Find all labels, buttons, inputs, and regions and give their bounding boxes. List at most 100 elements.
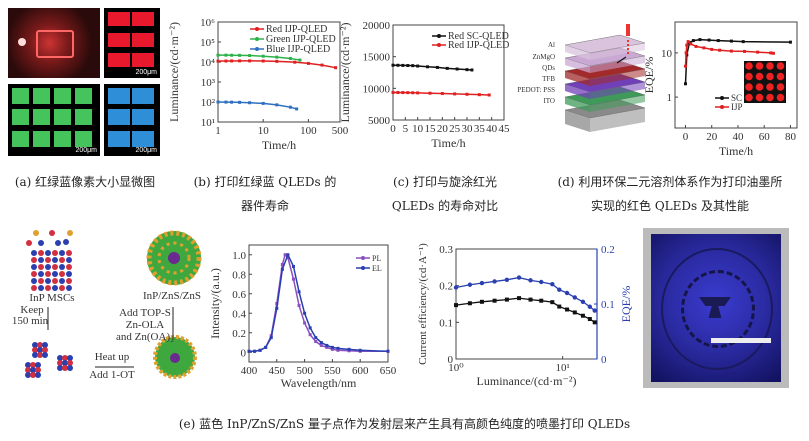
caption-a: (a) 红绿蓝像素大小显微图 xyxy=(14,175,156,189)
red-pixel xyxy=(755,72,764,81)
pixel xyxy=(54,109,71,126)
data-point xyxy=(314,340,318,344)
pixel xyxy=(12,88,29,104)
data-point xyxy=(275,306,279,310)
data-point xyxy=(771,51,775,55)
legend-marker xyxy=(255,47,259,51)
device-photo xyxy=(8,8,100,78)
data-point xyxy=(453,285,459,290)
data-point xyxy=(308,326,312,330)
x-axis-label: Time/h xyxy=(719,144,753,158)
x-tick-label: 0 xyxy=(683,131,689,143)
data-point xyxy=(358,348,362,352)
red-pixel xyxy=(745,72,753,81)
data-point xyxy=(698,38,702,42)
data-point xyxy=(275,59,279,63)
pixel xyxy=(54,130,71,147)
device-structure-diagram: ITO PEDOT: PSS TFB QDs ZnMgO Al xyxy=(517,24,646,132)
efficiency-chart: 10⁰ 10¹ 0 0.1 0.2 0.3 Luminance/(cd·m⁻²) Curren… xyxy=(417,243,633,388)
y-tick-label: 0.8 xyxy=(232,269,246,281)
red-pixel xyxy=(776,72,785,81)
y-tick-label: 5000 xyxy=(368,115,391,127)
data-point xyxy=(572,295,577,300)
data-point xyxy=(564,290,570,296)
data-point xyxy=(580,299,586,304)
pixel xyxy=(33,88,50,104)
legend-label: IJP xyxy=(731,102,743,112)
x-tick-label: 10 xyxy=(258,125,270,137)
y-tick-label: 0.2 xyxy=(232,328,246,340)
data-point xyxy=(587,304,593,309)
data-point xyxy=(275,55,279,59)
layer-label: ITO xyxy=(543,97,555,105)
data-point xyxy=(550,300,555,305)
pixel xyxy=(132,12,154,26)
y-axis-label: Luminance/(cd·m⁻²) xyxy=(167,22,181,122)
data-point xyxy=(685,53,689,57)
data-point xyxy=(565,307,570,312)
data-point xyxy=(286,253,290,257)
synthesis-label: 150 min xyxy=(12,315,49,327)
caption-b-line1: (b) 打印红绿蓝 QLEDs 的 xyxy=(193,175,337,189)
legend-label: Blue IJP-QLED xyxy=(266,44,330,55)
synthesis-label: Keep xyxy=(20,304,44,316)
pixel xyxy=(132,88,154,104)
data-point xyxy=(504,297,509,302)
synthesis-label: and Zn(OA)₂ xyxy=(116,331,174,343)
legend-marker xyxy=(720,96,724,100)
data-point xyxy=(550,282,555,287)
data-point xyxy=(580,313,585,318)
legend-label: Red IJP-QLED xyxy=(266,24,327,35)
data-point xyxy=(479,280,485,286)
series-line-sc xyxy=(684,38,791,84)
y-axis-label: EQE/% xyxy=(642,57,656,94)
data-point xyxy=(224,100,228,104)
data-point xyxy=(788,40,792,44)
x-tick-label: 0 xyxy=(390,123,396,135)
data-point xyxy=(216,100,220,104)
caption-e: (e) 蓝色 InP/ZnS/ZnS 量子点作为发射层来产生具有高颜色纯度的喷墨… xyxy=(178,417,631,431)
data-point xyxy=(492,279,497,284)
plot-frame xyxy=(217,21,341,123)
data-point xyxy=(729,49,733,53)
legend-label: PL xyxy=(372,254,381,263)
data-point xyxy=(308,333,312,337)
y-tick-label: 0.2 xyxy=(439,281,453,293)
data-point xyxy=(411,64,415,68)
data-point xyxy=(336,346,340,350)
x-tick-label: 80 xyxy=(785,131,797,143)
data-point xyxy=(467,282,473,287)
y-tick-label: 10⁴ xyxy=(200,57,215,69)
data-point xyxy=(557,304,562,309)
data-point xyxy=(261,59,265,63)
data-point xyxy=(710,47,714,51)
y-tick-label: 15000 xyxy=(363,52,391,64)
data-point xyxy=(440,92,444,96)
data-point xyxy=(685,43,689,47)
data-point xyxy=(230,100,234,104)
pixel xyxy=(108,53,130,68)
data-point xyxy=(401,91,405,95)
legend-marker xyxy=(437,43,441,47)
y-tick-label: 10³ xyxy=(201,77,216,89)
x-tick-label: 25 xyxy=(449,123,461,135)
y-tick-label: 0.3 xyxy=(439,244,453,256)
y-tick-label: 10000 xyxy=(363,83,391,95)
lifetime-rgb-chart: 1 10 100 500 10¹ 10² 10³ 10⁴ 10⁵ 10⁶ Time/h Luminan… xyxy=(167,17,349,152)
x-tick-label: 400 xyxy=(241,365,258,377)
data-point xyxy=(325,343,329,347)
synthesis-label: Heat up xyxy=(95,351,130,363)
pixel xyxy=(108,109,130,126)
series-line-blue-ijp-qled xyxy=(217,101,297,110)
legend-marker xyxy=(361,266,365,270)
data-point xyxy=(319,341,323,344)
data-point xyxy=(330,347,334,351)
x-tick-label: 500 xyxy=(296,365,313,377)
data-point xyxy=(396,91,400,95)
data-point xyxy=(539,279,544,285)
y2-axis-label: EQE/% xyxy=(619,286,633,323)
caption-d-line1: (d) 利用环保二元溶剂体系作为打印油墨所 xyxy=(557,175,783,189)
data-point xyxy=(572,310,577,315)
data-point xyxy=(528,297,533,302)
